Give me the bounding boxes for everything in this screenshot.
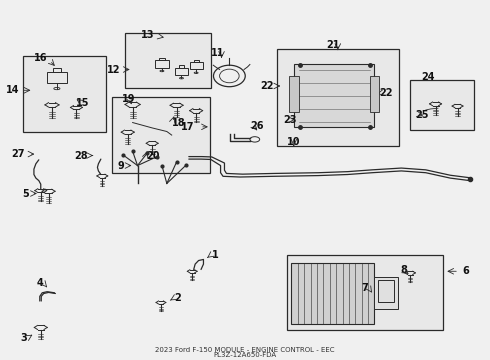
Bar bbox=[125, 33, 211, 89]
Text: 2: 2 bbox=[174, 293, 181, 303]
Bar bbox=[289, 76, 299, 112]
Text: 8: 8 bbox=[400, 265, 407, 275]
Text: 3: 3 bbox=[21, 333, 27, 343]
Text: 15: 15 bbox=[76, 98, 90, 108]
Bar bbox=[53, 68, 61, 72]
Text: 24: 24 bbox=[421, 72, 435, 82]
Text: PL3Z-12A650-FDA: PL3Z-12A650-FDA bbox=[214, 352, 276, 359]
Bar bbox=[155, 60, 169, 68]
Text: 18: 18 bbox=[172, 118, 185, 127]
Bar bbox=[179, 65, 184, 68]
Text: 22: 22 bbox=[260, 81, 273, 91]
Bar bbox=[175, 68, 188, 75]
Text: 6: 6 bbox=[463, 266, 469, 276]
Text: 14: 14 bbox=[6, 85, 20, 95]
Text: 17: 17 bbox=[181, 122, 195, 132]
Text: 26: 26 bbox=[250, 121, 264, 131]
Text: 16: 16 bbox=[34, 53, 48, 63]
Text: 2023 Ford F-150 MODULE - ENGINE CONTROL - EEC: 2023 Ford F-150 MODULE - ENGINE CONTROL … bbox=[155, 347, 335, 353]
Bar bbox=[277, 49, 399, 146]
Text: 7: 7 bbox=[361, 283, 368, 293]
Text: 25: 25 bbox=[415, 111, 429, 120]
Bar bbox=[292, 263, 374, 324]
Bar bbox=[159, 58, 165, 60]
Bar bbox=[112, 98, 210, 173]
Bar bbox=[47, 72, 67, 83]
Bar bbox=[294, 64, 374, 127]
Text: 21: 21 bbox=[326, 40, 340, 50]
Bar bbox=[373, 276, 398, 309]
Text: 13: 13 bbox=[141, 31, 155, 40]
Text: 22: 22 bbox=[379, 88, 393, 98]
Text: 27: 27 bbox=[12, 149, 25, 159]
Bar bbox=[378, 280, 393, 302]
Text: 19: 19 bbox=[122, 94, 135, 104]
Text: 28: 28 bbox=[74, 150, 88, 161]
Bar bbox=[194, 60, 199, 62]
Text: 4: 4 bbox=[36, 278, 43, 288]
Text: 11: 11 bbox=[211, 48, 225, 58]
Text: 23: 23 bbox=[283, 115, 296, 125]
Bar bbox=[287, 255, 443, 330]
Bar bbox=[23, 56, 106, 131]
Text: 10: 10 bbox=[287, 136, 300, 147]
Bar bbox=[190, 62, 203, 69]
Text: 20: 20 bbox=[147, 150, 160, 161]
Text: 5: 5 bbox=[22, 189, 29, 198]
Bar bbox=[410, 80, 474, 130]
Bar bbox=[369, 76, 379, 112]
Text: 9: 9 bbox=[118, 161, 124, 171]
Text: 1: 1 bbox=[212, 250, 219, 260]
Text: 12: 12 bbox=[107, 64, 121, 75]
